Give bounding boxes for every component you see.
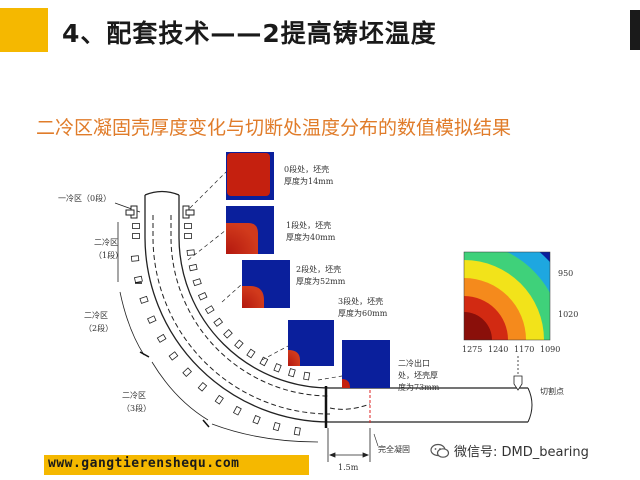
strand: [144, 190, 533, 423]
temperature-contour: [463, 251, 551, 341]
roller: [204, 305, 215, 315]
roller: [134, 275, 143, 284]
section1-line1: 1段处，坯壳: [286, 220, 331, 230]
zone-cut-marks: [135, 282, 210, 428]
roller: [232, 405, 242, 416]
zone1-label-a: 二冷区: [94, 237, 118, 247]
leader-lines: [187, 171, 343, 381]
roller: [139, 295, 149, 304]
section4-line1: 二冷出口: [398, 358, 430, 368]
section3-line1: 3段处，坯壳: [338, 296, 383, 306]
roller: [188, 263, 198, 272]
distance-dimension: [327, 428, 371, 462]
zone1-label-b: （1段）: [94, 250, 123, 260]
roller: [197, 292, 208, 301]
section4-line2: 处，坯壳厚: [398, 370, 438, 380]
title-accent-bar: [0, 8, 48, 52]
cross-section-0: [226, 152, 274, 200]
roller: [273, 363, 282, 373]
zone0-label: 一冷区（0段）: [58, 193, 111, 203]
roller: [182, 367, 192, 377]
roller: [156, 333, 167, 343]
section0-line2: 厚度为14mm: [284, 176, 334, 186]
roller: [234, 339, 244, 350]
footer-url: www.gangtierenshequ.com: [48, 456, 240, 471]
roller: [293, 426, 301, 436]
contour-label-right-0: 950: [558, 269, 573, 278]
roller: [130, 255, 140, 262]
roller: [272, 422, 281, 432]
contour-label-right-1: 1020: [558, 310, 578, 319]
wechat-icon: [430, 443, 450, 459]
zone2-label-b: （2段）: [84, 323, 113, 333]
contour-label-bottom-0: 1275: [462, 345, 482, 354]
zone3-label-b: （3段）: [122, 403, 151, 413]
roller: [213, 317, 224, 327]
wechat-watermark: 微信号: DMD_bearing: [430, 441, 589, 460]
roller: [259, 356, 269, 367]
cut-point-marker-icon: [513, 356, 523, 391]
roller: [132, 223, 140, 229]
section2-line1: 2段处，坯壳: [296, 264, 341, 274]
roller: [192, 278, 202, 287]
section2-line2: 厚度为52mm: [296, 276, 346, 286]
cross-section-1: [226, 206, 274, 254]
roller: [132, 233, 140, 239]
cross-section-4: [342, 340, 390, 388]
slide-title: 4、配套技术——2提高铸坯温度: [62, 19, 437, 48]
section3-line2: 厚度为60mm: [338, 308, 388, 318]
distance-label: 1.5m: [338, 463, 359, 472]
roller: [197, 381, 208, 392]
contour-label-bottom-3: 1090: [540, 345, 560, 354]
contour-label-bottom-1: 1240: [488, 345, 508, 354]
roller: [252, 415, 261, 425]
cut-point-label: 切割点: [540, 386, 564, 396]
roller: [186, 249, 195, 256]
roller-set: [130, 223, 311, 436]
roller: [184, 223, 192, 229]
section4-line3: 度为73mm: [398, 382, 440, 392]
full-solid-label: 完全凝固: [378, 444, 410, 454]
contour-band: [464, 312, 492, 340]
corner-tab: [630, 10, 640, 50]
roller: [223, 329, 233, 339]
zone-dimension-lines: [114, 202, 319, 443]
roller: [214, 394, 224, 405]
roller: [147, 315, 157, 324]
section0-line1: 0段处，坯壳: [284, 164, 329, 174]
roller: [288, 368, 296, 378]
roller: [303, 371, 311, 381]
wechat-id: 微信号: DMD_bearing: [454, 445, 589, 460]
roller: [168, 351, 179, 361]
cross-section-3: [288, 320, 334, 366]
roller: [184, 233, 192, 239]
cross-section-2: [242, 260, 290, 308]
zone3-label-a: 二冷区: [122, 390, 146, 400]
zone2-label-a: 二冷区: [84, 310, 108, 320]
roller: [246, 348, 256, 359]
contour-label-bottom-2: 1170: [514, 345, 534, 354]
section1-line2: 厚度为40mm: [286, 232, 336, 242]
slide-subtitle: 二冷区凝固壳厚度变化与切断处温度分布的数值模拟结果: [36, 117, 512, 139]
mold: [125, 205, 195, 219]
footer-url-bar: [44, 455, 309, 475]
